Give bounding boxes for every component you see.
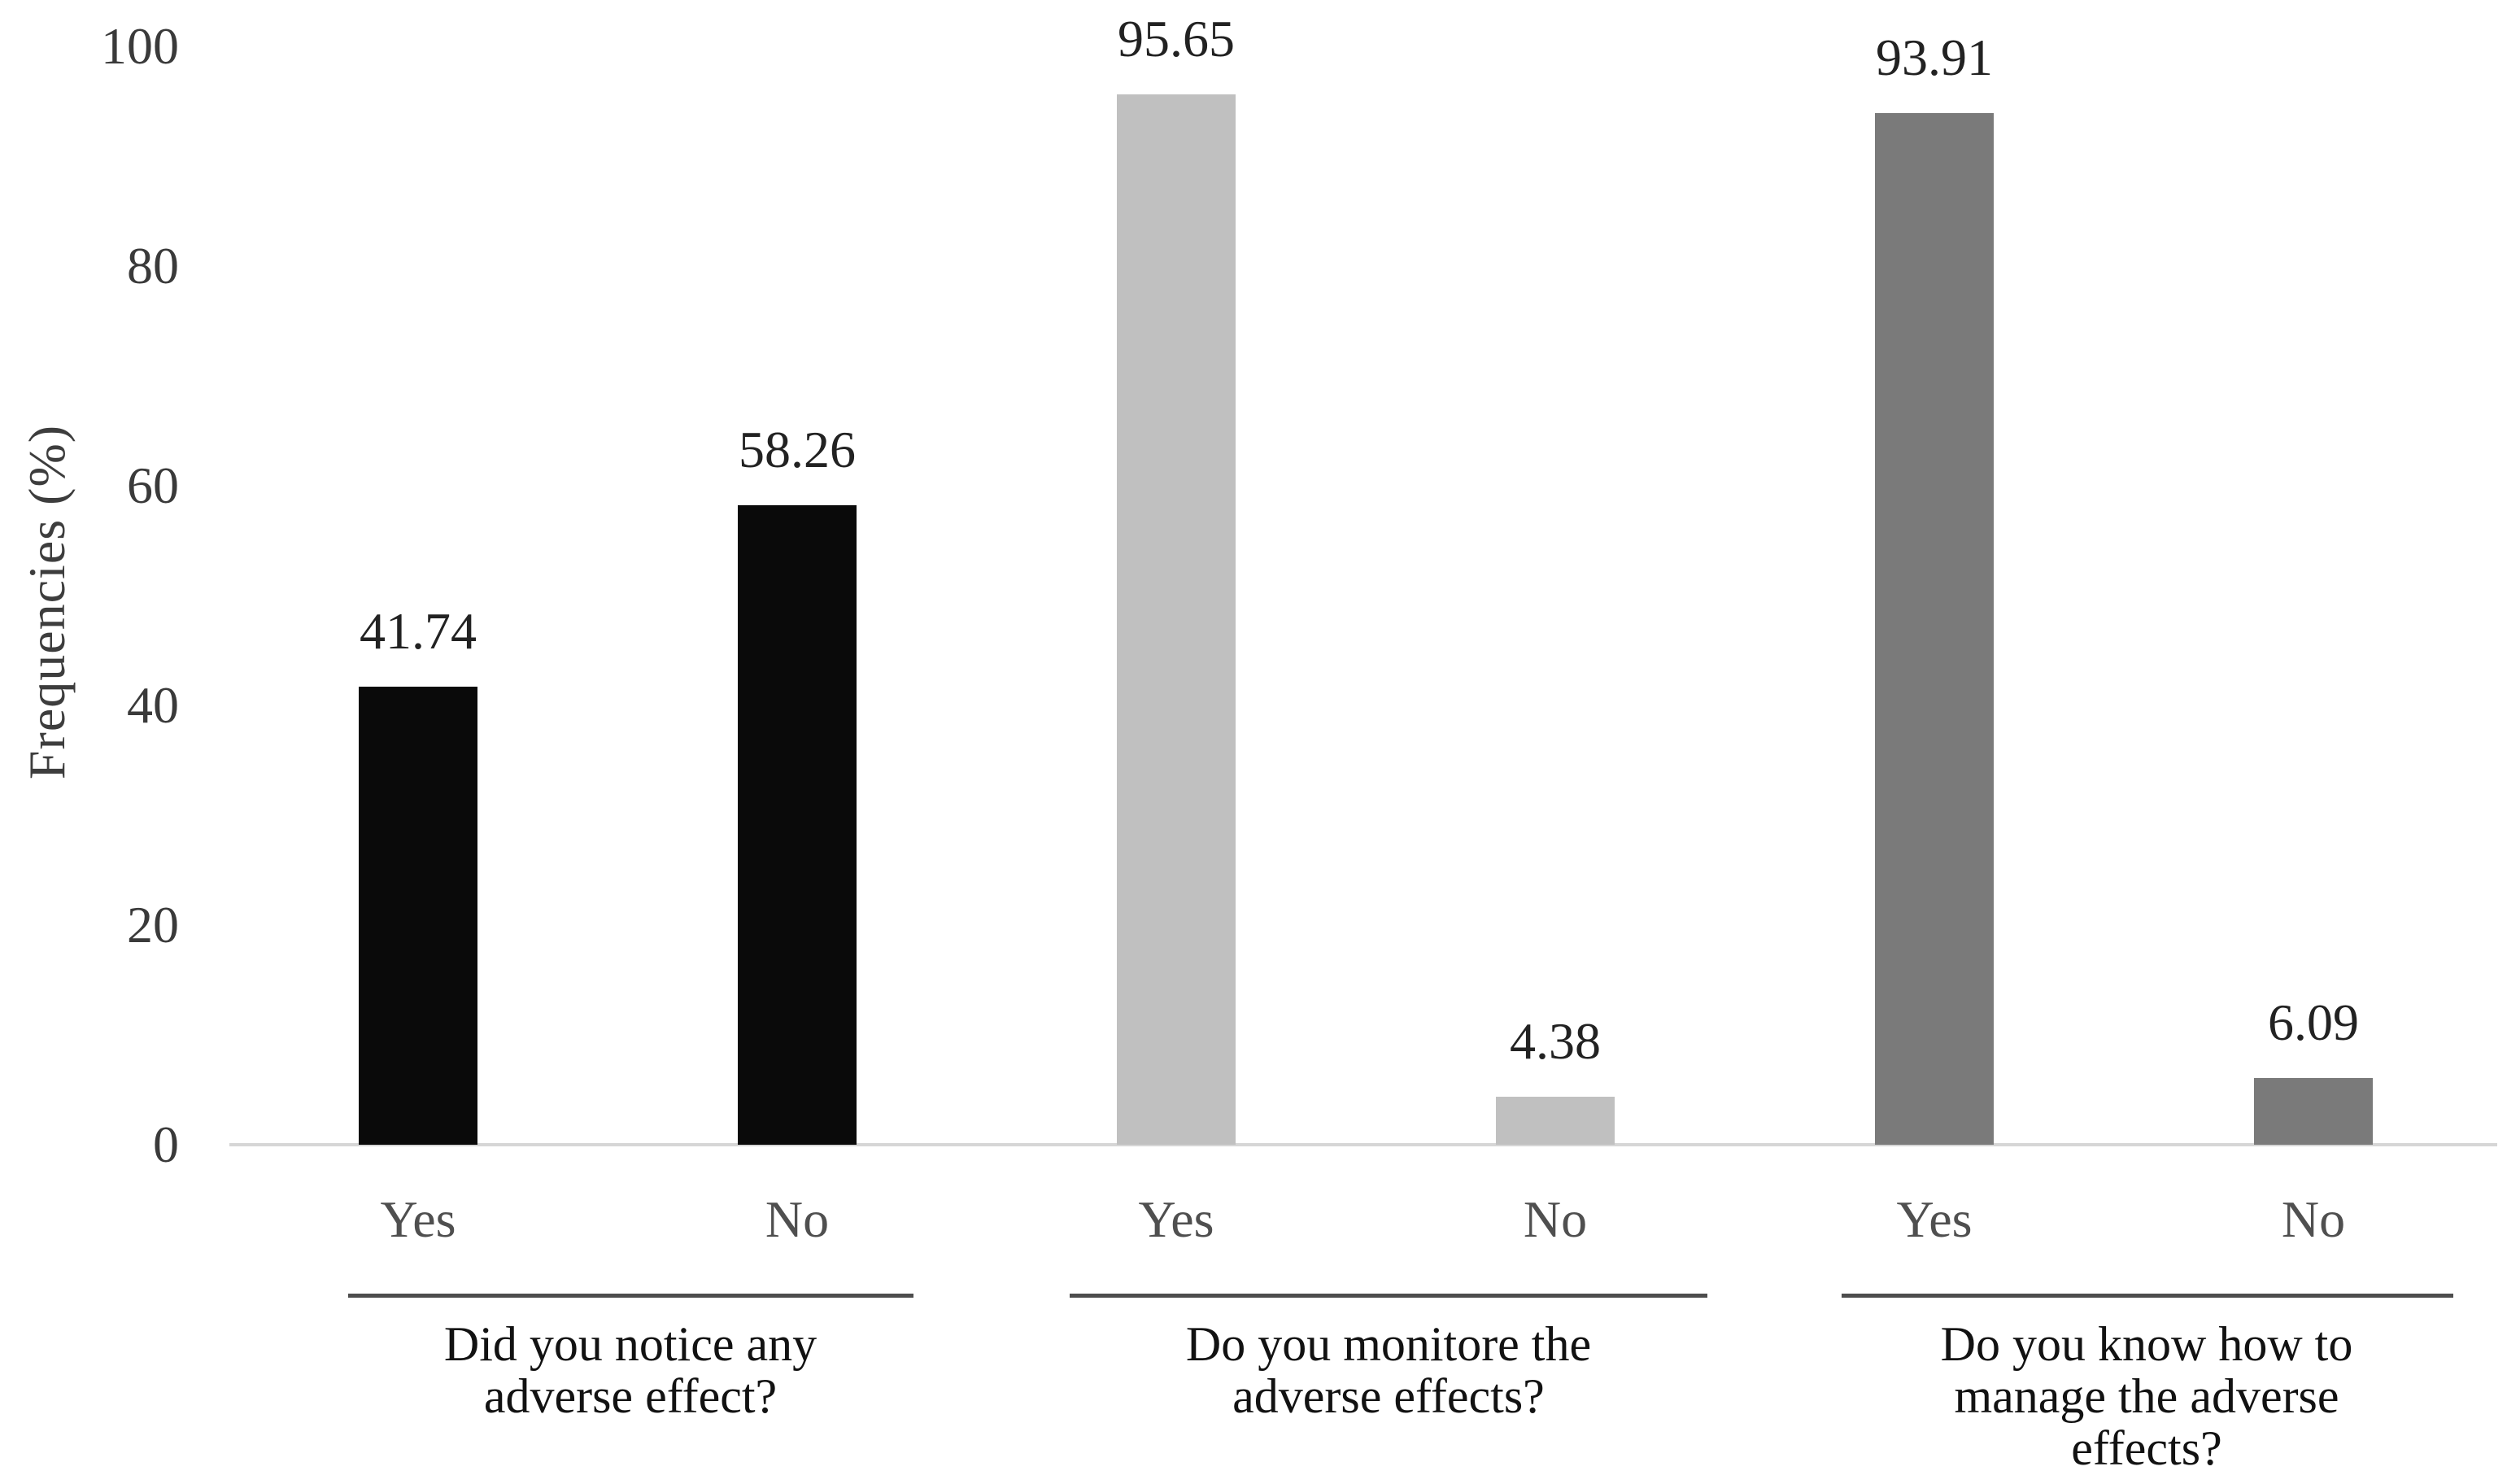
- category-label: No: [2281, 1190, 2346, 1248]
- question-line: Do you know how to: [1940, 1317, 2353, 1371]
- bar-no-group1: [738, 504, 857, 1145]
- question-label: Did you notice any adverse effect?: [224, 1318, 1037, 1422]
- x-axis-line: [229, 1143, 2497, 1146]
- question-line: Did you notice any: [443, 1317, 817, 1371]
- y-tick-label: 20: [127, 896, 179, 954]
- question-line: manage the adverse: [1954, 1369, 2339, 1423]
- bar-yes-group3: [1875, 113, 1994, 1145]
- value-label: 95.65: [1118, 9, 1235, 68]
- question-line: adverse effects?: [1232, 1369, 1545, 1423]
- bar-yes-group2: [1117, 94, 1236, 1145]
- question-label: Do you know how to manage the adverse effe…: [1740, 1318, 2520, 1474]
- question-line: adverse effect?: [483, 1369, 778, 1423]
- group-divider: [1842, 1294, 2453, 1298]
- value-label: 41.74: [360, 601, 477, 660]
- bar-yes-group1: [359, 686, 477, 1145]
- question-line: Do you monitore the: [1185, 1317, 1592, 1371]
- question-line: effects?: [2071, 1421, 2222, 1475]
- category-label: No: [765, 1190, 830, 1248]
- y-tick-label: 100: [101, 17, 179, 75]
- y-tick-label: 80: [127, 237, 179, 295]
- value-label: 58.26: [739, 420, 856, 478]
- value-label: 6.09: [2268, 993, 2359, 1051]
- y-tick-label: 0: [153, 1115, 179, 1173]
- category-label: Yes: [380, 1190, 456, 1248]
- group-divider: [347, 1294, 913, 1298]
- group-divider: [1070, 1294, 1707, 1298]
- y-tick-label: 60: [127, 456, 179, 514]
- category-label: Yes: [1138, 1190, 1214, 1248]
- category-label: Yes: [1896, 1190, 1973, 1248]
- bar-no-group2: [1496, 1096, 1615, 1145]
- question-label: Do you monitore the adverse effects?: [982, 1318, 1795, 1422]
- bar-no-group3: [2254, 1077, 2373, 1145]
- y-tick-label: 40: [127, 676, 179, 734]
- category-label: No: [1523, 1190, 1588, 1248]
- value-label: 93.91: [1876, 28, 1993, 87]
- value-label: 4.38: [1510, 1011, 1601, 1070]
